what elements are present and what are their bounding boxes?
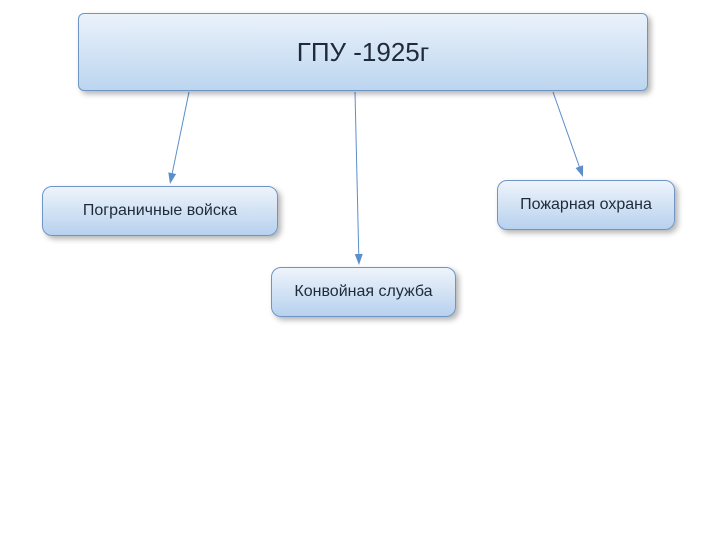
node-label: Конвойная служба	[294, 283, 432, 301]
edge-line	[172, 92, 189, 174]
node-fire_protection: Пожарная охрана	[497, 180, 675, 230]
diagram-canvas: ГПУ -1925г Пограничные войска Пожарная охр…	[0, 0, 720, 540]
edge-arrowhead	[168, 172, 176, 184]
node-label: Пожарная охрана	[520, 196, 652, 214]
edge-line	[355, 92, 359, 255]
node-border_troops: Пограничные войска	[42, 186, 278, 236]
edge-line	[553, 92, 580, 168]
edge-arrowhead	[355, 254, 363, 265]
node-label: ГПУ -1925г	[297, 37, 430, 68]
edge-arrowhead	[576, 165, 584, 177]
node-root: ГПУ -1925г	[78, 13, 648, 91]
node-label: Пограничные войска	[83, 202, 237, 220]
node-convoy_service: Конвойная служба	[271, 267, 456, 317]
